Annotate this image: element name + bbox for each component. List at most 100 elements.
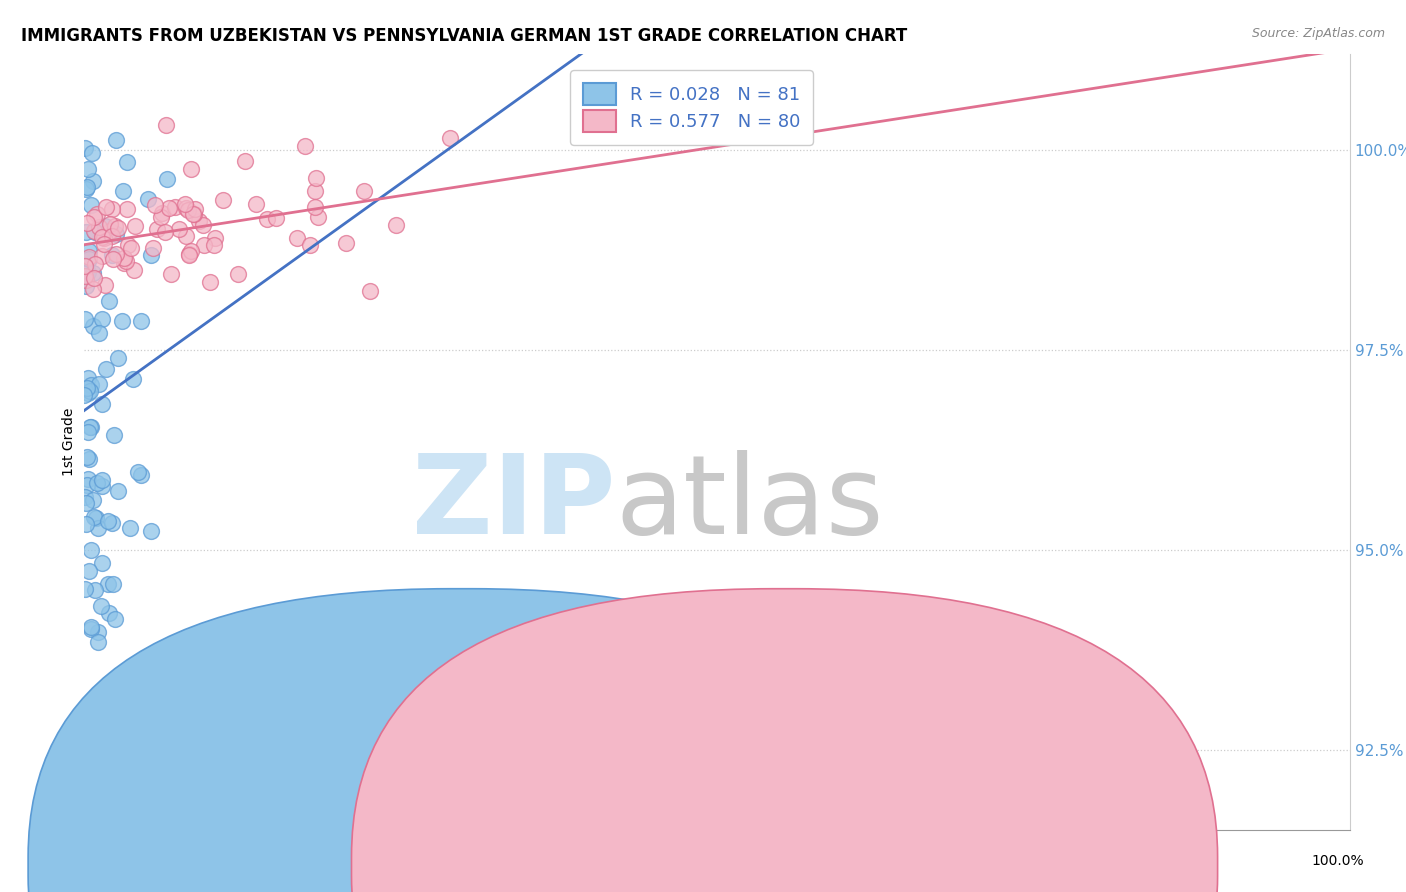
Point bbox=[385, 218, 408, 232]
Point bbox=[82, 174, 104, 188]
Point bbox=[75, 490, 97, 504]
Point bbox=[245, 197, 267, 211]
Point bbox=[163, 200, 186, 214]
Point bbox=[121, 372, 143, 386]
Point bbox=[226, 267, 249, 281]
Point bbox=[82, 266, 104, 280]
Point bbox=[86, 207, 108, 221]
Point bbox=[112, 256, 135, 270]
Point bbox=[115, 202, 138, 216]
Point bbox=[91, 312, 114, 326]
Point bbox=[104, 612, 127, 626]
Point bbox=[77, 252, 100, 266]
Point bbox=[180, 161, 202, 176]
Point bbox=[91, 249, 114, 263]
Point bbox=[98, 294, 121, 309]
Point bbox=[138, 192, 160, 206]
Point bbox=[183, 202, 205, 216]
Point bbox=[73, 273, 96, 287]
Point bbox=[115, 253, 138, 268]
Point bbox=[101, 248, 124, 262]
Point bbox=[98, 606, 121, 620]
Text: 100.0%: 100.0% bbox=[1312, 854, 1364, 868]
Point bbox=[101, 577, 124, 591]
Point bbox=[77, 162, 100, 177]
Text: Source: ZipAtlas.com: Source: ZipAtlas.com bbox=[1251, 27, 1385, 40]
Point bbox=[183, 207, 205, 221]
Point bbox=[101, 202, 124, 217]
Point bbox=[285, 231, 308, 245]
Point bbox=[118, 521, 141, 535]
Point bbox=[73, 388, 96, 402]
Text: 0.0%: 0.0% bbox=[84, 854, 120, 868]
Point bbox=[75, 273, 97, 287]
Point bbox=[439, 131, 461, 145]
Point bbox=[146, 222, 169, 236]
Point bbox=[76, 450, 98, 465]
Point bbox=[75, 268, 97, 283]
Point bbox=[149, 211, 172, 225]
Point bbox=[89, 220, 111, 235]
Point bbox=[77, 385, 100, 400]
Point bbox=[305, 171, 328, 186]
Point bbox=[129, 313, 152, 327]
Point bbox=[115, 155, 138, 169]
Point bbox=[89, 326, 111, 341]
Text: IMMIGRANTS FROM UZBEKISTAN VS PENNSYLVANIA GERMAN 1ST GRADE CORRELATION CHART: IMMIGRANTS FROM UZBEKISTAN VS PENNSYLVAN… bbox=[21, 27, 907, 45]
Point bbox=[104, 247, 127, 261]
Y-axis label: 1st Grade: 1st Grade bbox=[62, 408, 76, 475]
Point bbox=[91, 229, 114, 244]
Point bbox=[103, 219, 125, 234]
Point bbox=[83, 211, 105, 225]
Point bbox=[307, 211, 329, 225]
Point bbox=[93, 237, 115, 252]
Point bbox=[177, 202, 200, 217]
Text: ZIP: ZIP bbox=[412, 450, 616, 558]
Point bbox=[76, 216, 98, 230]
Point bbox=[97, 514, 120, 528]
Point bbox=[89, 376, 111, 391]
Point bbox=[100, 229, 122, 244]
Point bbox=[83, 509, 105, 524]
Point bbox=[174, 201, 197, 215]
Point bbox=[111, 184, 134, 198]
Point bbox=[187, 214, 209, 228]
Point bbox=[75, 278, 97, 293]
Point bbox=[304, 200, 326, 214]
Point bbox=[122, 262, 145, 277]
Point bbox=[86, 475, 108, 490]
Point bbox=[75, 225, 97, 239]
Point bbox=[76, 179, 98, 194]
Point bbox=[73, 259, 96, 273]
Point bbox=[104, 227, 127, 241]
Point bbox=[75, 516, 97, 531]
Point bbox=[174, 228, 197, 243]
Point bbox=[131, 468, 153, 483]
Point bbox=[359, 284, 381, 298]
Point bbox=[73, 582, 96, 597]
Point bbox=[111, 314, 134, 328]
Point bbox=[107, 484, 129, 499]
Point bbox=[83, 270, 105, 285]
Point bbox=[105, 133, 128, 147]
Point bbox=[87, 635, 110, 649]
Point bbox=[304, 184, 326, 198]
Point bbox=[264, 211, 287, 226]
Point bbox=[150, 206, 173, 220]
Point bbox=[76, 477, 98, 491]
Point bbox=[77, 564, 100, 578]
Point bbox=[124, 219, 146, 234]
Point bbox=[90, 396, 112, 410]
Point bbox=[117, 238, 139, 252]
Point bbox=[156, 172, 179, 186]
Point bbox=[84, 510, 107, 524]
Point bbox=[204, 231, 226, 245]
Point bbox=[82, 492, 104, 507]
Point bbox=[157, 201, 180, 215]
Point bbox=[82, 319, 104, 334]
Point bbox=[179, 246, 201, 260]
Point bbox=[181, 207, 204, 221]
Point bbox=[91, 556, 114, 570]
Point bbox=[180, 244, 202, 258]
Point bbox=[77, 371, 100, 385]
